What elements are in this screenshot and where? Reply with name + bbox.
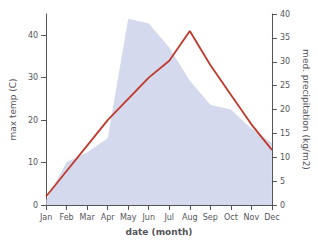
svg-text:10: 10 bbox=[28, 158, 38, 167]
svg-text:35: 35 bbox=[280, 33, 290, 42]
svg-text:20: 20 bbox=[280, 105, 290, 114]
svg-text:Dec: Dec bbox=[264, 213, 279, 222]
svg-text:20: 20 bbox=[28, 116, 38, 125]
svg-text:Mar: Mar bbox=[80, 213, 96, 222]
svg-text:0: 0 bbox=[33, 201, 38, 210]
svg-text:max temp (C): max temp (C) bbox=[8, 78, 18, 140]
svg-text:Apr: Apr bbox=[101, 213, 116, 222]
svg-text:Jul: Jul bbox=[163, 213, 174, 222]
svg-text:0: 0 bbox=[280, 201, 285, 210]
svg-text:Jan: Jan bbox=[39, 213, 52, 222]
svg-text:Oct: Oct bbox=[224, 213, 238, 222]
svg-text:15: 15 bbox=[280, 129, 290, 138]
svg-text:40: 40 bbox=[280, 10, 290, 19]
svg-text:30: 30 bbox=[28, 73, 38, 82]
svg-text:40: 40 bbox=[28, 31, 38, 40]
svg-text:Jun: Jun bbox=[141, 213, 155, 222]
svg-text:10: 10 bbox=[280, 153, 290, 162]
svg-text:30: 30 bbox=[280, 57, 290, 66]
svg-text:5: 5 bbox=[280, 177, 285, 186]
svg-text:May: May bbox=[120, 213, 137, 222]
svg-text:25: 25 bbox=[280, 81, 290, 90]
svg-text:Sep: Sep bbox=[203, 213, 218, 222]
svg-text:med. precipitation (kg/m2): med. precipitation (kg/m2) bbox=[301, 49, 311, 170]
svg-text:Aug: Aug bbox=[182, 213, 198, 222]
svg-text:Feb: Feb bbox=[60, 213, 74, 222]
svg-text:Nov: Nov bbox=[244, 213, 260, 222]
svg-text:date (month): date (month) bbox=[126, 227, 193, 237]
